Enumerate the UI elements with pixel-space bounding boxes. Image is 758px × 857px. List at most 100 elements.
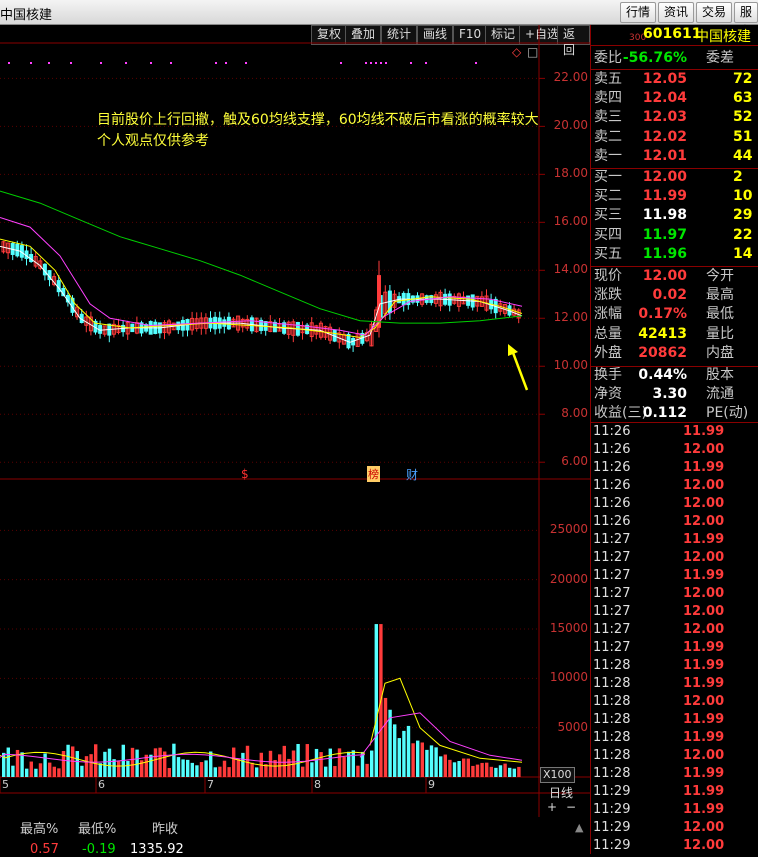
candlestick: [377, 260, 381, 338]
volume-bar: [328, 748, 332, 777]
ask-row[interactable]: 卖四 12.04 63: [591, 89, 758, 108]
volume-bar: [356, 765, 360, 777]
stats-button[interactable]: 统计: [381, 25, 418, 45]
ranking-marker[interactable]: 榜: [367, 466, 380, 482]
tick-row: 11:27 12.00: [591, 549, 758, 567]
volume-bar: [15, 749, 20, 777]
tick-row: 11:28 11.99: [591, 711, 758, 729]
volume-bar: [287, 758, 291, 777]
volume-bar: [485, 762, 489, 777]
panel-divider: [591, 266, 758, 267]
weibi-label: 委比: [594, 50, 622, 66]
zoom-in-icon[interactable]: +: [547, 800, 558, 814]
candlestick: [134, 316, 139, 335]
tab-zixun[interactable]: 资讯: [658, 2, 695, 23]
volume-bar: [181, 759, 185, 777]
ask-price: 12.04: [642, 90, 687, 107]
tick-time: 11:28: [593, 658, 631, 673]
bid-label: 买二: [594, 188, 622, 205]
volume-bar: [411, 743, 415, 777]
candlestick: [148, 320, 153, 335]
tick-row: 11:26 12.00: [591, 513, 758, 531]
volume-bar: [388, 709, 392, 777]
volume-bar: [494, 767, 498, 777]
candlestick: [6, 242, 11, 260]
tick-row: 11:26 12.00: [591, 441, 758, 459]
volume-bar: [324, 766, 328, 777]
month-label: 9: [428, 778, 435, 791]
volume-bar: [393, 724, 397, 777]
stat-value: 0.02: [652, 287, 687, 304]
candlestick: [107, 323, 112, 343]
bid-row[interactable]: 买五 11.96 14: [591, 245, 758, 264]
tab-jiaoyi[interactable]: 交易: [696, 2, 733, 23]
tick-price: 12.00: [683, 550, 725, 565]
candlestick: [263, 321, 268, 336]
stat-row: 外盘 20862 内盘: [591, 344, 758, 363]
stat-label: 净资: [594, 386, 622, 403]
volume-bar: [29, 761, 33, 777]
stat-row: 收益(三) 0.112 PE(动): [591, 404, 758, 423]
dividend-marker[interactable]: $: [241, 467, 249, 481]
price-tick-label: 8.00: [561, 406, 588, 421]
volume-bar: [489, 766, 493, 777]
volume-bar: [337, 748, 342, 777]
scroll-up-icon[interactable]: ▲: [575, 821, 584, 834]
volume-tick-label: 10000: [549, 670, 588, 685]
candlestick: [305, 322, 310, 335]
square-icon[interactable]: □: [527, 45, 539, 59]
bid-row[interactable]: 买三 11.98 29: [591, 206, 758, 225]
tick-price: 11.99: [683, 712, 725, 727]
ask-price: 12.02: [642, 128, 687, 145]
stat-label2: 内盘: [706, 344, 734, 361]
volume-bar: [517, 766, 521, 777]
volume-bar: [11, 765, 15, 777]
candlestick: [355, 329, 360, 347]
bid-row[interactable]: 买二 11.99 10: [591, 187, 758, 206]
panel-divider: [591, 69, 758, 70]
tab-hangqing[interactable]: 行情: [620, 2, 657, 23]
draw-line-button[interactable]: 画线: [417, 25, 454, 45]
ask-row[interactable]: 卖五 12.05 72: [591, 70, 758, 89]
bid-volume: 29: [733, 207, 753, 224]
ask-row[interactable]: 卖一 12.01 44: [591, 147, 758, 166]
volume-bar: [149, 754, 153, 777]
ask-row[interactable]: 卖二 12.02 51: [591, 128, 758, 147]
back-button[interactable]: 返回: [557, 25, 590, 57]
volume-bar: [333, 766, 337, 777]
f10-button[interactable]: F10: [453, 25, 488, 45]
stat-label2: 最低: [706, 306, 734, 323]
bid-row[interactable]: 买一 12.00 2: [591, 168, 758, 187]
candlestick: [447, 290, 452, 312]
tick-time: 11:27: [593, 532, 631, 547]
ask-volume: 72: [733, 71, 753, 87]
value-prev-close: 1335.92: [130, 842, 184, 857]
tick-row: 11:27 11.99: [591, 639, 758, 657]
tick-row: 11:27 12.00: [591, 603, 758, 621]
stat-value: 0.17%: [638, 306, 687, 323]
bid-label: 买一: [594, 169, 622, 185]
kline-chart[interactable]: [0, 25, 590, 817]
bid-row[interactable]: 买四 11.97 22: [591, 226, 758, 245]
ask-volume: 44: [733, 147, 753, 164]
volume-bar: [6, 747, 10, 777]
diamond-icon[interactable]: ◇: [512, 45, 522, 59]
tick-price: 12.00: [683, 604, 725, 619]
tick-time: 11:28: [593, 766, 631, 781]
candlestick: [208, 311, 213, 332]
volume-bar: [84, 756, 89, 777]
tab-fuwu[interactable]: 服务: [734, 2, 758, 38]
zoom-out-icon[interactable]: −: [566, 800, 577, 814]
tick-price: 12.00: [683, 496, 725, 511]
volume-bar: [2, 752, 6, 777]
finance-marker[interactable]: 财: [406, 468, 419, 482]
volume-bar: [186, 759, 190, 777]
volume-bar: [94, 744, 98, 777]
overlay-button[interactable]: 叠加: [345, 25, 382, 45]
arrow-icon: [508, 344, 529, 391]
period-label[interactable]: 日线: [549, 786, 574, 800]
volume-bar: [462, 758, 466, 777]
tick-row: 11:26 12.00: [591, 477, 758, 495]
mark-button[interactable]: 标记: [485, 25, 522, 45]
ask-row[interactable]: 卖三 12.03 52: [591, 108, 758, 127]
